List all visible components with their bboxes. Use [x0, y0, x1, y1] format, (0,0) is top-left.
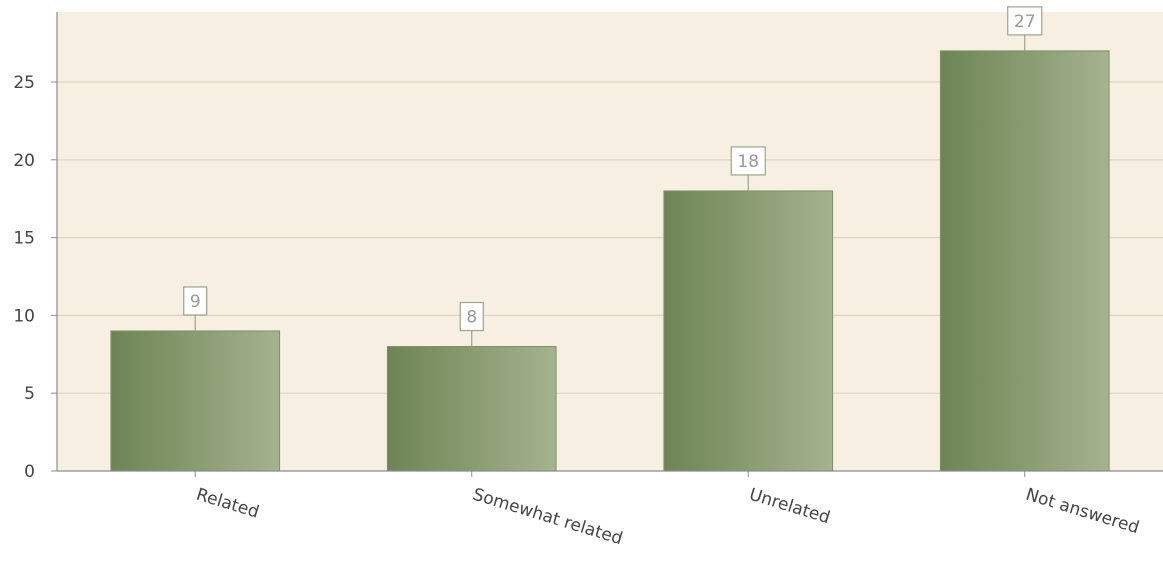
x-tick-label: Unrelated — [747, 485, 833, 528]
x-tick-label: Related — [194, 485, 262, 523]
data-label: 8 — [466, 308, 477, 328]
bar — [663, 190, 834, 472]
x-tick-label: Somewhat related — [470, 485, 625, 550]
data-label-box — [1007, 6, 1043, 36]
bar — [386, 346, 557, 472]
data-label: 9 — [190, 292, 201, 312]
y-tick-label: 5 — [24, 384, 35, 404]
y-tick-label: 0 — [24, 462, 35, 482]
y-tick-label: 25 — [13, 73, 35, 93]
y-tick-label: 20 — [13, 151, 35, 171]
data-label-box — [183, 286, 208, 316]
data-label: 18 — [737, 152, 759, 172]
x-tick-label: Not answered — [1023, 485, 1141, 538]
bars — [110, 50, 1110, 472]
data-label-box — [459, 301, 484, 332]
y-tick-label: 15 — [13, 229, 35, 249]
y-tick-label: 10 — [13, 306, 35, 326]
data-label: 27 — [1014, 12, 1036, 32]
bar — [939, 50, 1110, 472]
axes — [51, 12, 1163, 477]
data-label-box — [730, 146, 766, 176]
bar — [110, 330, 281, 472]
